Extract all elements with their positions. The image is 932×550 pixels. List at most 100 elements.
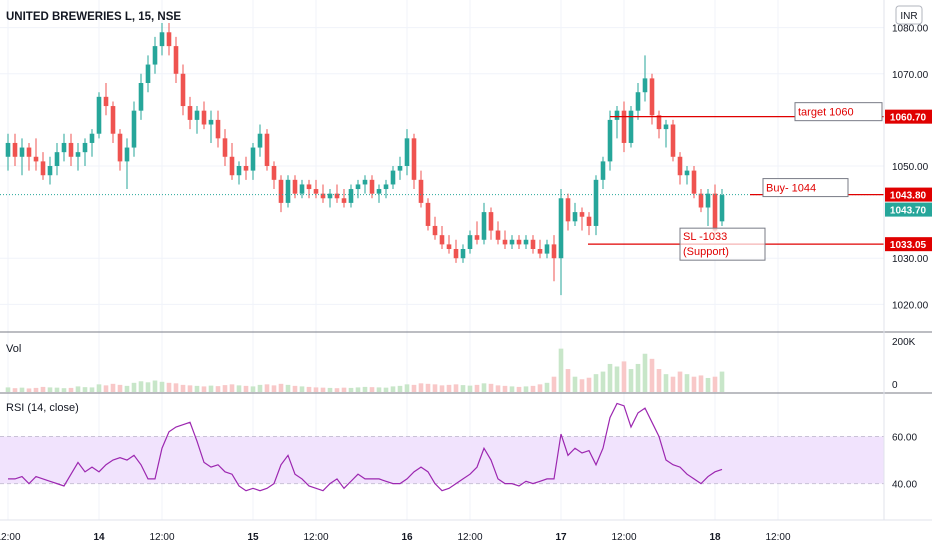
candle[interactable] <box>166 32 172 47</box>
candle[interactable] <box>89 133 95 143</box>
candle[interactable] <box>544 244 550 254</box>
candle[interactable] <box>348 189 354 203</box>
candle[interactable] <box>516 239 522 245</box>
candle[interactable] <box>677 156 683 176</box>
candle[interactable] <box>61 142 67 153</box>
candle[interactable] <box>12 142 18 157</box>
candle[interactable] <box>341 198 347 203</box>
candle[interactable] <box>369 179 375 194</box>
candle[interactable] <box>5 142 11 157</box>
candle[interactable] <box>271 166 277 180</box>
candle[interactable] <box>33 156 39 162</box>
candle[interactable] <box>278 179 284 203</box>
candle[interactable] <box>537 249 543 254</box>
candle[interactable] <box>299 184 305 194</box>
candle[interactable] <box>173 46 179 74</box>
candle[interactable] <box>670 124 676 157</box>
candle[interactable] <box>712 193 718 231</box>
candle[interactable] <box>600 161 606 180</box>
candle[interactable] <box>306 184 312 190</box>
candle[interactable] <box>698 193 704 208</box>
candle[interactable] <box>222 138 228 157</box>
candle[interactable] <box>705 193 711 208</box>
candle[interactable] <box>593 179 599 226</box>
candle[interactable] <box>110 106 116 134</box>
candle[interactable] <box>439 235 445 245</box>
target-callout[interactable] <box>794 102 883 122</box>
candle[interactable] <box>663 124 669 130</box>
candle[interactable] <box>355 184 361 190</box>
candle[interactable] <box>124 147 130 162</box>
candle[interactable] <box>138 83 144 111</box>
candle[interactable] <box>481 212 487 240</box>
candle[interactable] <box>635 92 641 111</box>
candle[interactable] <box>292 179 298 194</box>
candle[interactable] <box>558 198 564 259</box>
candle[interactable] <box>530 239 536 249</box>
candle[interactable] <box>229 156 235 176</box>
candle[interactable] <box>208 119 214 125</box>
candle[interactable] <box>390 170 396 185</box>
candle[interactable] <box>614 110 620 120</box>
candle[interactable] <box>691 170 697 194</box>
candle[interactable] <box>236 166 242 176</box>
candle[interactable] <box>313 189 319 194</box>
candle[interactable] <box>502 239 508 245</box>
candle[interactable] <box>257 133 263 148</box>
candle[interactable] <box>565 198 571 222</box>
candle[interactable] <box>684 170 690 176</box>
candle[interactable] <box>362 179 368 185</box>
candle[interactable] <box>243 166 249 171</box>
candle[interactable] <box>180 73 186 107</box>
candle[interactable] <box>215 119 221 139</box>
candle[interactable] <box>460 249 466 259</box>
candle[interactable] <box>488 212 494 231</box>
candle[interactable] <box>607 119 613 162</box>
candle[interactable] <box>320 193 326 199</box>
candle[interactable] <box>523 239 529 245</box>
candle[interactable] <box>579 212 585 217</box>
candle[interactable] <box>82 142 88 153</box>
candle[interactable] <box>117 133 123 162</box>
candle[interactable] <box>334 193 340 199</box>
candle[interactable] <box>96 96 102 134</box>
candle[interactable] <box>40 161 46 176</box>
candle[interactable] <box>656 115 662 130</box>
candle[interactable] <box>474 235 480 240</box>
candle[interactable] <box>250 147 256 171</box>
candles[interactable] <box>5 23 725 296</box>
candle[interactable] <box>418 179 424 203</box>
candle[interactable] <box>131 110 137 148</box>
price-axis[interactable]: 1080.00 1070.00 1050.00 1030.00 1020.00 <box>892 24 929 312</box>
candle[interactable] <box>19 147 25 157</box>
candle[interactable] <box>621 110 627 143</box>
candle[interactable] <box>47 166 53 176</box>
candle[interactable] <box>446 244 452 249</box>
annotations[interactable]: target 1060 Buy- 1044 SL -1033 (Support) <box>0 102 884 261</box>
currency-button[interactable] <box>895 5 923 25</box>
candle[interactable] <box>68 142 74 157</box>
candle[interactable] <box>152 46 158 65</box>
candle[interactable] <box>187 106 193 120</box>
candle[interactable] <box>586 216 592 226</box>
candle[interactable] <box>159 32 165 47</box>
candle[interactable] <box>425 202 431 226</box>
candle[interactable] <box>327 193 333 199</box>
candle[interactable] <box>145 64 151 83</box>
candle[interactable] <box>642 78 648 93</box>
candle[interactable] <box>383 184 389 190</box>
candle[interactable] <box>26 147 32 157</box>
candle[interactable] <box>495 230 501 240</box>
candle[interactable] <box>719 195 725 222</box>
buy-callout[interactable] <box>762 178 849 198</box>
time-axis[interactable]: 12:00 14 12:00 15 12:00 16 12:00 17 12:00 18 12:00 <box>0 532 791 543</box>
stop-loss-callout[interactable] <box>679 227 766 261</box>
candle[interactable] <box>194 110 200 120</box>
candle[interactable] <box>103 96 109 107</box>
candle[interactable] <box>411 138 417 180</box>
candle[interactable] <box>628 110 634 143</box>
candle[interactable] <box>432 225 438 236</box>
candle[interactable] <box>453 249 459 259</box>
candle[interactable] <box>285 179 291 203</box>
